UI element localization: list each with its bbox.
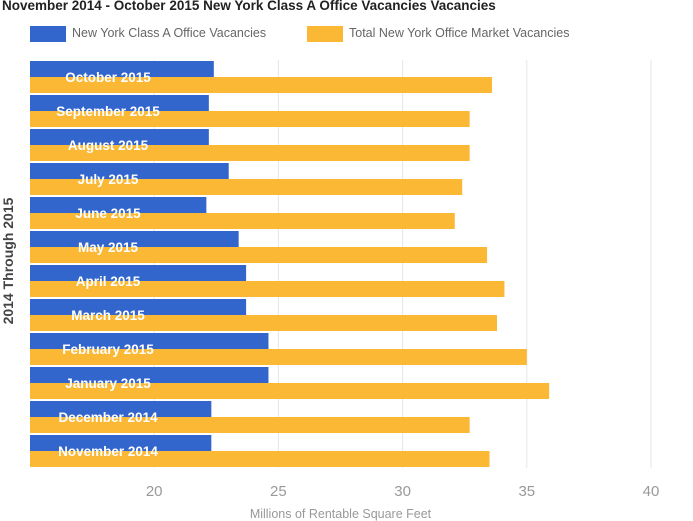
bar-class-a xyxy=(30,265,247,281)
bar-total xyxy=(30,451,490,467)
bar-total xyxy=(30,417,470,433)
bar-total xyxy=(30,111,470,127)
bar-class-a xyxy=(30,163,229,179)
category-label: April 2015 xyxy=(76,274,141,289)
bar-class-a xyxy=(30,129,209,145)
bar-total xyxy=(30,349,527,365)
legend-label-total: Total New York Office Market Vacancies xyxy=(349,26,570,40)
category-label: January 2015 xyxy=(65,376,151,391)
category-label: October 2015 xyxy=(65,70,151,85)
category-label: November 2014 xyxy=(58,444,158,459)
legend-swatch-class-a xyxy=(30,26,66,42)
bar-total xyxy=(30,247,488,263)
x-tick-label: 25 xyxy=(270,483,287,500)
bar-class-a xyxy=(30,95,209,111)
bar-total xyxy=(30,145,470,161)
bar-class-a xyxy=(30,61,214,77)
bar-class-a xyxy=(30,367,269,383)
category-label: September 2015 xyxy=(56,104,160,119)
bar-total xyxy=(30,281,505,297)
category-label: July 2015 xyxy=(78,172,139,187)
category-label: December 2014 xyxy=(58,410,158,425)
bar-class-a xyxy=(30,435,212,451)
bar-class-a xyxy=(30,299,247,315)
legend-swatch-total xyxy=(307,26,343,42)
category-label: March 2015 xyxy=(71,308,145,323)
x-tick-label: 20 xyxy=(146,483,163,500)
x-axis-label: Millions of Rentable Square Feet xyxy=(250,507,432,521)
category-label: August 2015 xyxy=(68,138,149,153)
chart-title: November 2014 - October 2015 New York Cl… xyxy=(2,0,496,13)
bar-total xyxy=(30,315,497,331)
category-label: June 2015 xyxy=(75,206,141,221)
bar-total xyxy=(30,213,455,229)
bar-total xyxy=(30,77,493,93)
bar-class-a xyxy=(30,197,207,213)
x-tick-label: 40 xyxy=(643,483,660,500)
category-label: February 2015 xyxy=(62,342,154,357)
bar-total xyxy=(30,383,550,399)
bar-class-a xyxy=(30,401,212,417)
bar-total xyxy=(30,179,463,195)
bar-class-a xyxy=(30,231,239,247)
category-label: May 2015 xyxy=(78,240,139,255)
legend-label-class-a: New York Class A Office Vacancies xyxy=(72,26,267,40)
bar-class-a xyxy=(30,333,269,349)
x-tick-label: 35 xyxy=(518,483,535,500)
x-tick-label: 30 xyxy=(394,483,411,500)
